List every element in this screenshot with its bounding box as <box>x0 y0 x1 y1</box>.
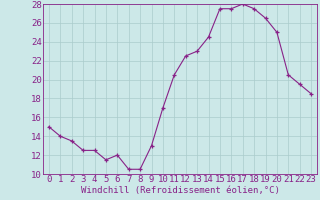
X-axis label: Windchill (Refroidissement éolien,°C): Windchill (Refroidissement éolien,°C) <box>81 186 279 195</box>
